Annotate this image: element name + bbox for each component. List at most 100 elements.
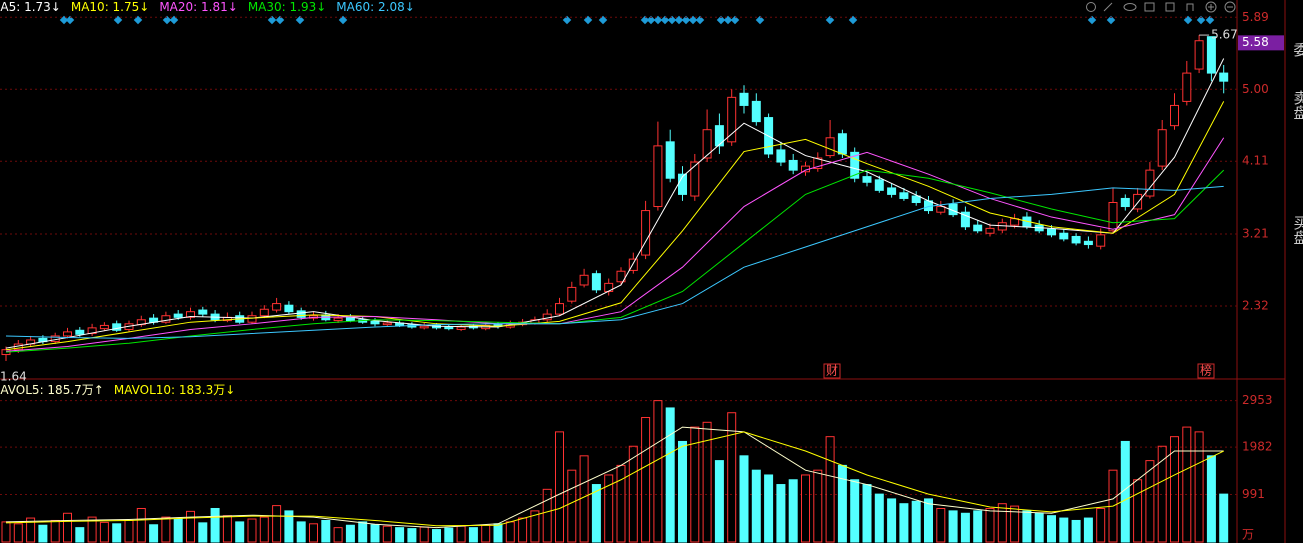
volume-bar (973, 510, 983, 543)
legend-name: MA30 (248, 0, 282, 14)
side-label: 卖盘 (1292, 90, 1303, 120)
volume-bar (247, 518, 257, 543)
volume-bar (1071, 519, 1081, 543)
candle-body (751, 100, 761, 123)
candle-body (1047, 228, 1056, 236)
legend-value: 1.93↓ (290, 0, 327, 14)
last-price-box (1238, 35, 1284, 51)
legend-separator: : (105, 0, 113, 14)
icon-zoom-in[interactable] (1205, 1, 1217, 13)
candle-body (1108, 201, 1118, 232)
volume-bar (1170, 436, 1179, 543)
icon-zoom-out[interactable] (1224, 1, 1236, 13)
volume-bar (1145, 460, 1155, 543)
volume-bar (997, 503, 1007, 543)
volume-bar (751, 469, 761, 543)
candle-body (862, 176, 872, 183)
icon-home[interactable] (1144, 2, 1155, 12)
volume-bar (702, 421, 712, 543)
candle-body (616, 270, 626, 283)
volume-bar (1206, 455, 1216, 543)
legend-value: 1.81↓ (201, 0, 238, 14)
volume-bar (960, 512, 970, 543)
candle-body (1182, 72, 1192, 102)
y-tick-label: 1982 (1242, 440, 1273, 454)
legend: MAVOL5: 185.7万↑ MAVOL10: 183.3万↓ (0, 383, 235, 397)
min-label: 1.64 (0, 370, 27, 384)
legend-name: MA5 (0, 0, 16, 14)
volume-bar (1096, 507, 1106, 543)
volume-bar (628, 445, 638, 543)
volume-bar (321, 519, 331, 543)
icon-draw[interactable] (1103, 2, 1113, 12)
volume-bar (801, 474, 810, 543)
candle-body (1206, 36, 1216, 74)
candle-body (161, 315, 171, 323)
candle-body (247, 315, 257, 323)
volume-bar (333, 527, 343, 543)
volume-bar (309, 523, 318, 543)
y-tick-label: 5.00 (1242, 82, 1269, 96)
y-tick-label: 5.89 (1242, 10, 1269, 24)
volume-bar (985, 507, 995, 543)
signal-diamond (275, 15, 285, 25)
legend-value: 1.75↓ (113, 0, 150, 14)
volume-bar (210, 507, 220, 543)
y-tick-label: 2.32 (1242, 299, 1269, 313)
candle-body (1083, 240, 1093, 246)
volume-bar (887, 498, 897, 543)
volume-bar (714, 460, 724, 543)
volume-bar (874, 493, 884, 543)
ma-line (5, 101, 1225, 351)
ma-line (5, 137, 1225, 352)
volume-bar (727, 412, 737, 543)
candle-body (825, 137, 835, 157)
legend-value: 2.08↓ (378, 0, 415, 14)
icon-settings[interactable] (1086, 2, 1096, 12)
volume-bar (284, 510, 294, 543)
side-label: 委 (1292, 42, 1303, 57)
candle-body (382, 322, 392, 326)
volume-bar (235, 521, 245, 543)
y-tick-label: 3.21 (1242, 227, 1269, 241)
candle-body (739, 92, 749, 106)
candle-body (1157, 129, 1167, 167)
volume-bar (161, 516, 171, 543)
candle-body (641, 210, 651, 256)
legend-separator: : (40, 383, 48, 397)
annotation-box (823, 363, 841, 379)
annotation: 财 (826, 364, 838, 378)
candle-body (333, 317, 343, 322)
legend-separator: : (16, 0, 24, 14)
volume-bar (813, 469, 823, 543)
volume-bar (186, 510, 195, 543)
candle-body (173, 313, 183, 318)
candle-body (259, 308, 269, 317)
candle-body (1059, 232, 1069, 240)
candle-body (579, 274, 589, 286)
volume-bar (38, 524, 48, 543)
candle-body (198, 309, 208, 315)
candle-body (370, 320, 380, 325)
y-tick-label: 991 (1242, 487, 1265, 501)
legend-name: MA20 (159, 0, 193, 14)
candle-body (985, 227, 995, 234)
legend-value: 1.73↓ (24, 0, 61, 14)
volume-bar (936, 507, 946, 543)
volume-bar (87, 516, 97, 543)
ma-line (5, 431, 1224, 527)
volume-bar (948, 510, 958, 543)
candle-body (1194, 40, 1204, 70)
candle-body (665, 141, 675, 179)
volume-bar (345, 524, 355, 543)
candle-body (296, 310, 306, 318)
candle-body (75, 329, 85, 335)
icon-hand[interactable] (1186, 3, 1194, 11)
toolbar-icons[interactable] (1086, 1, 1236, 13)
volume-bar (432, 529, 441, 543)
icon-store[interactable] (1165, 2, 1175, 12)
icon-eye[interactable] (1123, 3, 1137, 11)
volume-bar (899, 503, 909, 543)
